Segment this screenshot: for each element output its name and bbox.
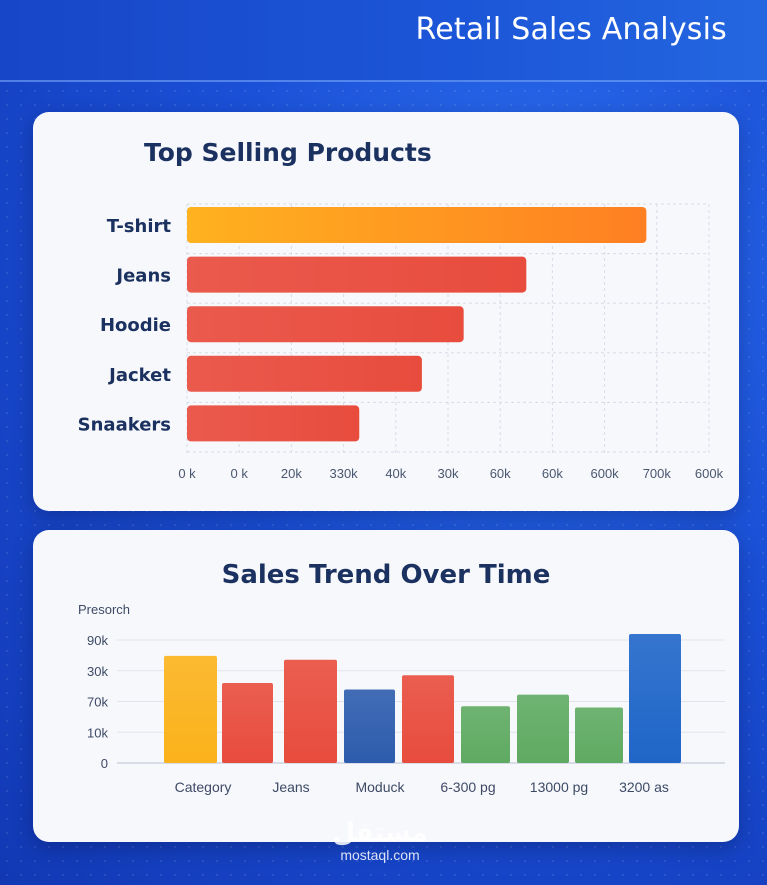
x-tick-label: 60k xyxy=(490,466,511,481)
x-tick-label: 13000 pg xyxy=(530,779,588,795)
trend-bar xyxy=(517,694,569,763)
sales-trend-chart: Presorch 0 10k 70k 30k 90k Category Jeans Moduck… xyxy=(78,602,725,795)
x-tick-label: Moduck xyxy=(355,779,405,795)
x-tick-label: 0 k xyxy=(178,466,196,481)
trend-bar xyxy=(402,675,454,763)
watermark-arabic: مستقل xyxy=(332,818,428,848)
bar-hoodie xyxy=(187,306,464,343)
trend-bar xyxy=(222,683,273,763)
trend-bar xyxy=(629,634,681,763)
app-title: Retail Sales Analysis xyxy=(415,12,727,47)
x-tick-label: 600k xyxy=(695,466,724,481)
top-products-card: Top Selling Products T-shirt Jeans Hoodie J… xyxy=(33,112,739,511)
trend-bar xyxy=(461,706,510,763)
sales-trend-card: Sales Trend Over Time Presorch 0 10k 70k 30k… xyxy=(33,530,739,842)
category-label: T-shirt xyxy=(107,216,172,237)
x-tick-label: 330k xyxy=(329,466,358,481)
x-tick-label: 6-300 pg xyxy=(440,779,495,795)
y-axis-label: Presorch xyxy=(78,602,130,617)
bar-t-shirt xyxy=(187,207,647,243)
header-bar: Retail Sales Analysis xyxy=(0,0,767,82)
trend-bar xyxy=(284,659,337,763)
x-tick-label: Category xyxy=(175,779,232,795)
category-label: Snaakers xyxy=(78,414,171,435)
bar-jeans xyxy=(187,256,527,293)
watermark-url: mostaql.com xyxy=(340,847,420,863)
x-tick-label: Jeans xyxy=(272,779,309,795)
category-label: Jeans xyxy=(114,266,171,287)
trend-bar xyxy=(164,655,217,763)
y-tick-label: 0 xyxy=(101,756,108,771)
x-tick-label: 30k xyxy=(438,466,459,481)
top-products-title: Top Selling Products xyxy=(144,138,432,167)
x-tick-label: 3200 as xyxy=(619,779,669,795)
y-tick-label: 30k xyxy=(87,664,108,679)
y-tick-label: 10k xyxy=(87,725,108,740)
x-tick-label: 700k xyxy=(643,466,672,481)
watermark-logo: مستقل mostaql.com xyxy=(300,818,460,862)
bar-snaakers xyxy=(187,405,360,442)
y-tick-label: 90k xyxy=(87,633,108,648)
x-tick-label: 40k xyxy=(385,466,406,481)
x-tick-label: 0 k xyxy=(231,466,249,481)
trend-bar xyxy=(344,689,395,763)
trend-bar xyxy=(575,707,623,763)
sales-trend-title: Sales Trend Over Time xyxy=(221,560,551,590)
y-tick-label: 70k xyxy=(87,695,108,710)
x-tick-label: 60k xyxy=(542,466,563,481)
bar-jacket xyxy=(187,355,422,392)
category-label: Hoodie xyxy=(100,315,171,336)
x-tick-label: 600k xyxy=(590,466,619,481)
category-label: Jacket xyxy=(107,365,171,386)
top-products-chart: T-shirt Jeans Hoodie Jacket Snaakers 0 k 0 k 20… xyxy=(78,203,724,481)
x-tick-label: 20k xyxy=(281,466,302,481)
